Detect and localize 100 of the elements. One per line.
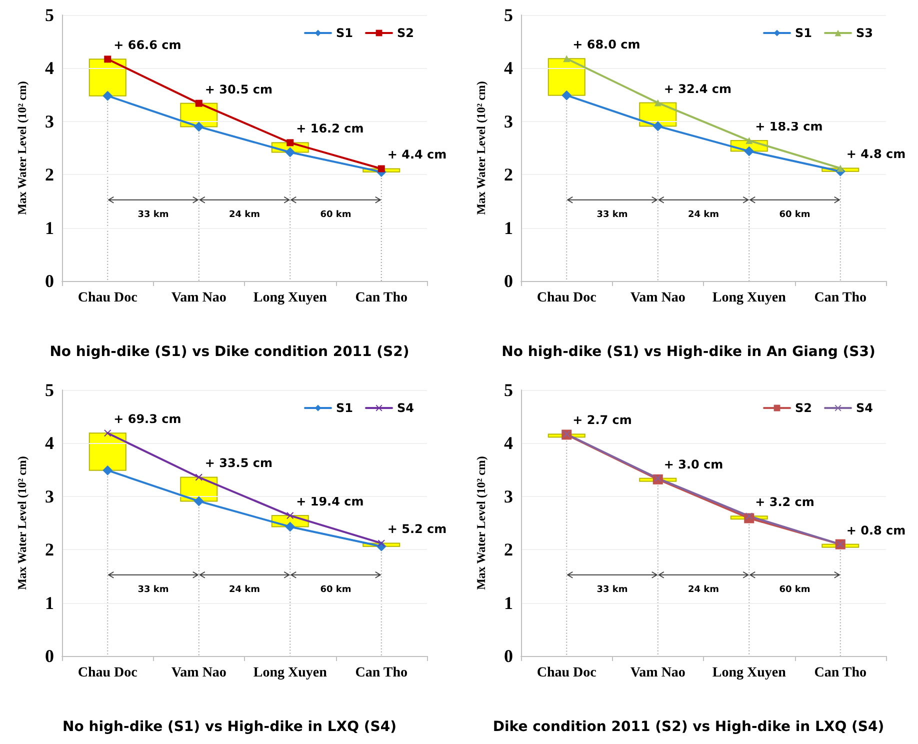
annotation: + 0.8 cm bbox=[846, 523, 906, 538]
y-tick-label: 3 bbox=[504, 486, 513, 506]
annotation: 33 km bbox=[138, 210, 169, 220]
y-tick-label: 0 bbox=[504, 271, 513, 291]
y-tick-label: 4 bbox=[504, 58, 513, 78]
annotation: + 4.8 cm bbox=[846, 147, 906, 162]
point bbox=[194, 496, 204, 506]
y-tick-label: 2 bbox=[45, 540, 54, 560]
x-tick-label: Chau Doc bbox=[536, 666, 596, 680]
y-tick-label: 4 bbox=[45, 58, 54, 78]
y-axis-title: Max Water Level (10² cm) bbox=[474, 456, 488, 590]
point bbox=[654, 474, 662, 482]
legend-label: S1 bbox=[336, 401, 354, 415]
x-tick-label: Vam Nao bbox=[171, 666, 226, 680]
x-tick-label: Long Xuyen bbox=[253, 666, 328, 680]
legend-label: S3 bbox=[856, 26, 874, 40]
annotation: + 4.4 cm bbox=[387, 148, 447, 162]
point bbox=[102, 90, 113, 101]
x-tick-label: Long Xuyen bbox=[712, 290, 786, 306]
point bbox=[195, 474, 202, 481]
x-tick-label: Can Tho bbox=[355, 666, 408, 680]
annotation: + 33.5 cm bbox=[204, 456, 273, 470]
y-axis-title: Max Water Level (10² cm) bbox=[15, 456, 29, 590]
annotation: 60 km bbox=[779, 584, 810, 595]
point bbox=[104, 430, 112, 437]
point bbox=[194, 122, 204, 132]
x-tick-label: Can Tho bbox=[814, 666, 867, 680]
y-tick-label: 3 bbox=[45, 486, 54, 506]
annotation: + 3.2 cm bbox=[755, 495, 814, 510]
y-tick-label: 2 bbox=[504, 164, 513, 185]
x-tick-label: Can Tho bbox=[814, 290, 867, 306]
x-tick-label: Chau Doc bbox=[78, 290, 138, 306]
y-axis-title: Max Water Level (10² cm) bbox=[15, 81, 29, 215]
text: No high-dike (S1) vs High-dike in An Giang (S3) bbox=[502, 344, 876, 360]
point bbox=[563, 55, 570, 62]
y-tick-label: 5 bbox=[45, 5, 54, 25]
y-tick-label: 3 bbox=[504, 111, 513, 132]
legend-label: S1 bbox=[795, 26, 812, 40]
legend-label: S2 bbox=[795, 401, 812, 415]
annotation: + 16.2 cm bbox=[296, 122, 364, 136]
x-tick-label: Vam Nao bbox=[630, 290, 686, 306]
annotation: + 30.5 cm bbox=[204, 82, 273, 96]
point bbox=[195, 100, 202, 107]
legend-label: S1 bbox=[336, 26, 354, 40]
point bbox=[378, 540, 385, 547]
x-tick-label: Chau Doc bbox=[78, 666, 138, 680]
point bbox=[562, 90, 572, 100]
point bbox=[102, 465, 113, 476]
point bbox=[654, 99, 662, 106]
y-tick-label: 5 bbox=[45, 380, 54, 400]
annotation: 24 km bbox=[228, 584, 260, 595]
point bbox=[285, 522, 296, 532]
annotation: + 18.3 cm bbox=[755, 120, 823, 134]
y-tick-label: 1 bbox=[504, 592, 513, 613]
legend-label: S2 bbox=[397, 26, 414, 40]
annotation: 60 km bbox=[779, 210, 810, 220]
annotation: 60 km bbox=[320, 584, 352, 595]
annotation: 33 km bbox=[596, 584, 628, 595]
annotation: + 2.7 cm bbox=[572, 413, 632, 428]
annotation: + 32.4 cm bbox=[664, 82, 732, 96]
y-tick-label: 4 bbox=[504, 433, 513, 454]
text: Dike condition 2011 (S2) vs High-dike in LXQ (S4) bbox=[492, 719, 884, 735]
point bbox=[836, 164, 844, 172]
annotation: + 19.4 cm bbox=[296, 494, 364, 509]
annotation: 33 km bbox=[138, 584, 169, 595]
y-axis-title: Max Water Level (10² cm) bbox=[474, 81, 488, 215]
point bbox=[104, 56, 112, 63]
y-tick-label: 0 bbox=[45, 271, 54, 291]
x-tick-label: Long Xuyen bbox=[712, 666, 786, 680]
point bbox=[378, 165, 385, 172]
annotation: 24 km bbox=[688, 584, 720, 595]
point bbox=[652, 121, 663, 132]
text: No high-dike (S1) vs High-dike in LXQ (S4) bbox=[62, 719, 396, 735]
annotation: + 69.3 cm bbox=[114, 412, 182, 426]
annotation: 60 km bbox=[320, 210, 352, 220]
annotation: + 3.0 cm bbox=[664, 457, 724, 472]
x-tick-label: Chau Doc bbox=[536, 290, 596, 306]
legend-label: S4 bbox=[397, 401, 414, 415]
y-tick-label: 0 bbox=[504, 646, 513, 666]
point bbox=[286, 139, 294, 146]
text: No high-dike (S1) vs Dike condition 2011 (S2) bbox=[50, 344, 410, 360]
x-tick-label: Can Tho bbox=[355, 290, 408, 306]
y-tick-label: 0 bbox=[45, 646, 54, 666]
y-tick-label: 4 bbox=[45, 433, 54, 454]
y-tick-label: 5 bbox=[504, 380, 513, 400]
x-tick-label: Vam Nao bbox=[171, 290, 226, 306]
y-tick-label: 1 bbox=[45, 592, 54, 613]
y-tick-label: 1 bbox=[45, 218, 54, 238]
y-tick-label: 2 bbox=[45, 164, 54, 185]
legend-label: S4 bbox=[856, 401, 874, 415]
x-tick-label: Vam Nao bbox=[630, 666, 686, 680]
point bbox=[746, 137, 753, 144]
annotation: 24 km bbox=[688, 210, 720, 220]
y-tick-label: 3 bbox=[45, 111, 54, 132]
point bbox=[746, 512, 753, 520]
annotation: 33 km bbox=[596, 210, 628, 220]
annotation: + 66.6 cm bbox=[114, 38, 182, 52]
annotation: + 68.0 cm bbox=[572, 38, 640, 52]
x-tick-label: Long Xuyen bbox=[253, 290, 328, 306]
y-tick-label: 5 bbox=[504, 5, 513, 25]
